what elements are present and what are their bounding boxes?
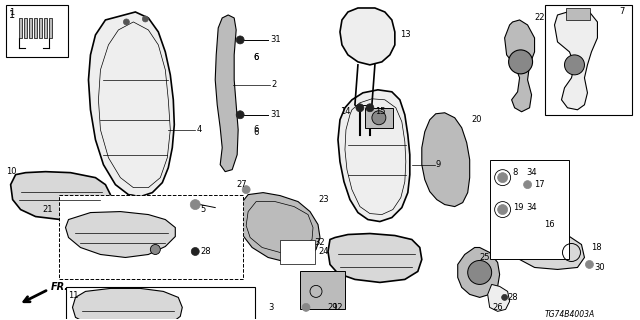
Text: 18: 18: [591, 243, 602, 252]
Bar: [58, 195, 243, 279]
Text: 10: 10: [6, 167, 16, 176]
Polygon shape: [111, 195, 163, 232]
Text: 34: 34: [527, 203, 537, 212]
Text: 7: 7: [620, 7, 625, 16]
Text: 11: 11: [68, 291, 79, 300]
Bar: [566, 8, 591, 20]
Bar: [365, 108, 393, 128]
Polygon shape: [328, 234, 422, 283]
Text: 2: 2: [271, 80, 276, 89]
Circle shape: [502, 294, 508, 300]
Text: 28: 28: [508, 293, 518, 302]
Text: 20: 20: [472, 115, 482, 124]
Circle shape: [191, 247, 199, 255]
Bar: [29, 18, 31, 38]
Text: 6: 6: [253, 125, 259, 134]
Text: FR.: FR.: [51, 283, 68, 292]
Circle shape: [366, 104, 374, 112]
Bar: [65, 287, 255, 320]
Text: 9: 9: [436, 160, 441, 169]
Text: 13: 13: [400, 30, 410, 39]
Circle shape: [302, 303, 310, 311]
Text: TG74B4003A: TG74B4003A: [545, 310, 595, 319]
Polygon shape: [488, 284, 509, 311]
Text: 27: 27: [236, 180, 247, 189]
Text: 19: 19: [513, 203, 523, 212]
Circle shape: [236, 111, 244, 119]
Text: 30: 30: [595, 263, 605, 272]
Bar: [280, 239, 315, 264]
Circle shape: [524, 180, 532, 188]
Bar: [38, 18, 42, 38]
Text: 31: 31: [270, 110, 281, 119]
Bar: [545, 5, 632, 115]
Text: 6: 6: [253, 53, 259, 62]
Circle shape: [124, 19, 129, 25]
Text: 25: 25: [479, 253, 490, 262]
Circle shape: [468, 260, 492, 284]
Circle shape: [236, 36, 244, 44]
Circle shape: [372, 111, 386, 125]
Polygon shape: [338, 90, 410, 221]
Text: 4: 4: [196, 125, 202, 134]
Polygon shape: [88, 12, 174, 196]
Text: 16: 16: [545, 220, 555, 229]
Bar: [33, 18, 36, 38]
Bar: [49, 18, 52, 38]
Bar: [490, 160, 570, 260]
Polygon shape: [11, 172, 111, 220]
Polygon shape: [340, 8, 395, 65]
Text: 3: 3: [268, 303, 273, 312]
Text: 23: 23: [318, 195, 328, 204]
Polygon shape: [72, 288, 182, 320]
Bar: [6, 5, 67, 57]
Text: 28: 28: [200, 247, 211, 256]
Text: 24: 24: [318, 247, 328, 256]
Circle shape: [242, 186, 250, 194]
Polygon shape: [422, 113, 470, 207]
Text: 26: 26: [493, 303, 503, 312]
Circle shape: [509, 50, 532, 74]
Bar: [24, 18, 27, 38]
Polygon shape: [65, 212, 175, 258]
Text: 17: 17: [534, 180, 545, 189]
Text: 31: 31: [270, 36, 281, 44]
Text: 21: 21: [43, 205, 53, 214]
Text: 12: 12: [332, 303, 342, 312]
Text: 6: 6: [253, 128, 259, 137]
Text: 15: 15: [375, 107, 385, 116]
Circle shape: [190, 200, 200, 210]
Text: 32: 32: [314, 238, 324, 247]
Polygon shape: [215, 15, 238, 172]
Text: 1: 1: [8, 8, 14, 17]
Text: 5: 5: [200, 205, 205, 214]
Text: 8: 8: [513, 168, 518, 177]
Circle shape: [142, 16, 148, 22]
Circle shape: [498, 204, 508, 215]
Circle shape: [356, 104, 364, 112]
Circle shape: [586, 260, 593, 268]
Polygon shape: [238, 193, 320, 262]
Polygon shape: [554, 10, 597, 110]
Circle shape: [150, 244, 161, 254]
Circle shape: [498, 173, 508, 183]
Polygon shape: [458, 247, 500, 297]
Polygon shape: [504, 20, 534, 112]
Bar: [44, 18, 47, 38]
Text: 29: 29: [327, 303, 337, 312]
Text: 22: 22: [534, 13, 545, 22]
Circle shape: [564, 55, 584, 75]
Text: 14: 14: [340, 107, 351, 116]
Text: 6: 6: [253, 53, 259, 62]
Text: 34: 34: [527, 168, 537, 177]
Polygon shape: [515, 229, 584, 269]
Bar: [19, 18, 22, 38]
Bar: [300, 271, 345, 309]
Text: 1: 1: [8, 10, 15, 20]
